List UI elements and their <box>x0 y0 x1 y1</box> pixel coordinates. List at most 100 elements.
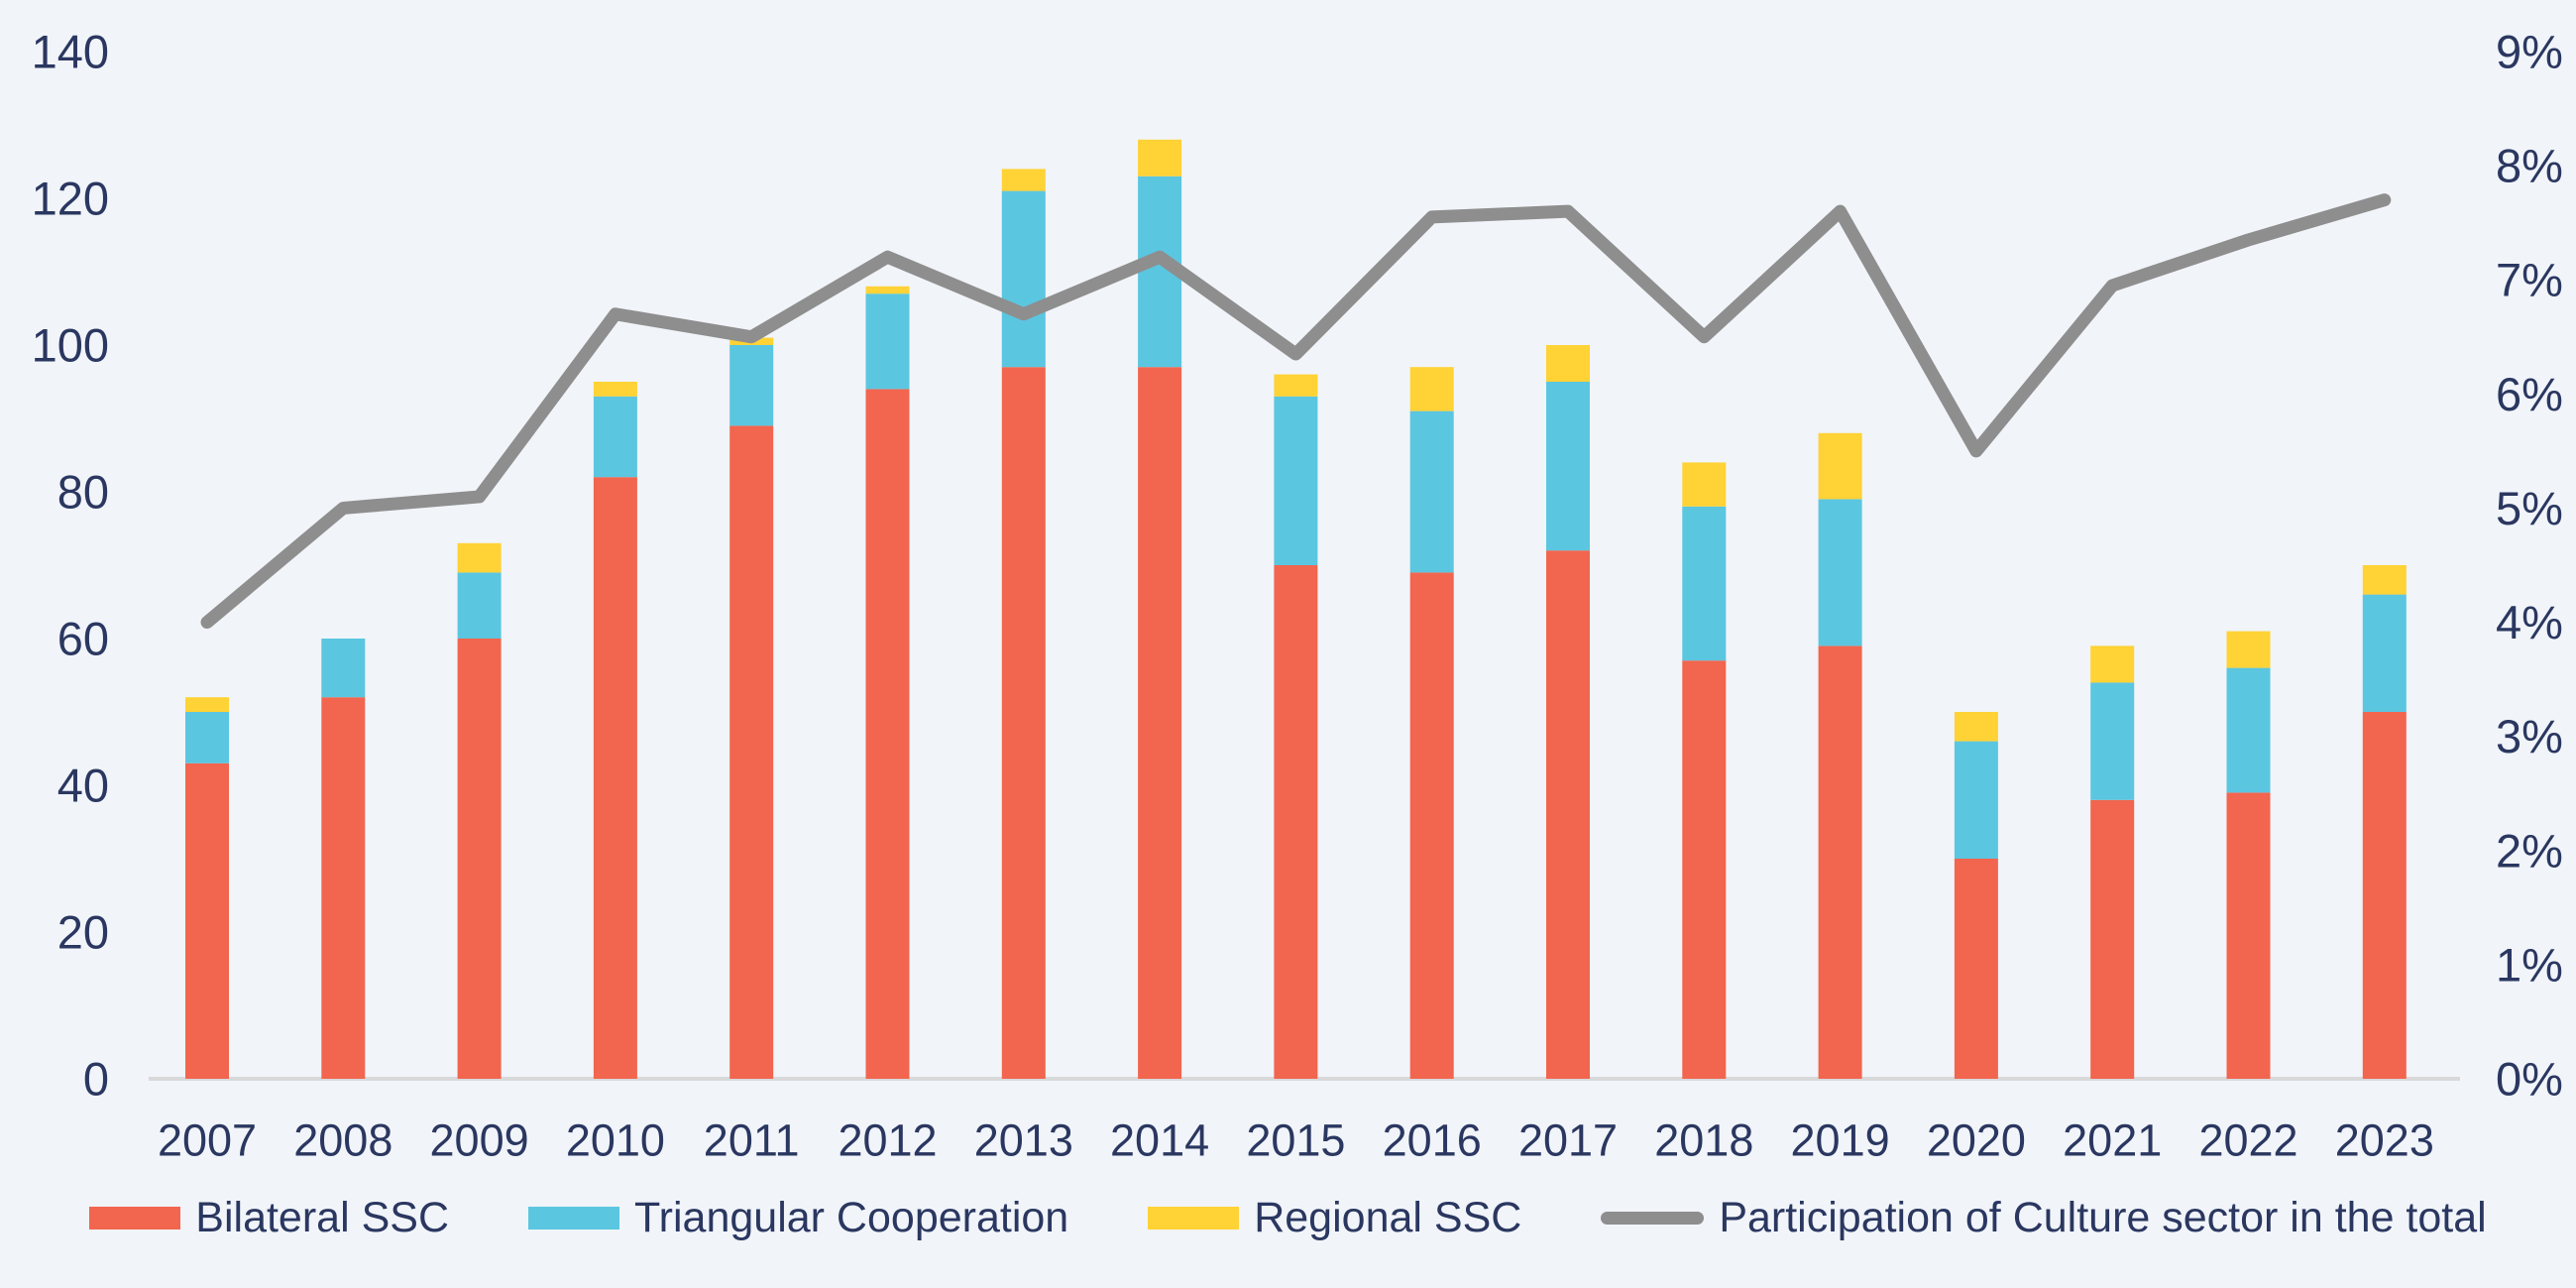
bar-segment-bilateral-ssc-2010[interactable] <box>593 477 637 1079</box>
bar-segment-bilateral-ssc-2008[interactable] <box>321 697 366 1079</box>
bar-segment-bilateral-ssc-2015[interactable] <box>1274 565 1318 1079</box>
bar-segment-bilateral-ssc-2019[interactable] <box>1818 645 1862 1079</box>
right-axis-tick-label: 9% <box>2496 26 2563 78</box>
right-axis-tick-label: 1% <box>2496 938 2563 991</box>
bilateral-ssc-swatch-icon <box>89 1207 181 1229</box>
bar-segment-bilateral-ssc-2023[interactable] <box>2362 712 2407 1079</box>
bar-segment-triangular-cooperation-2018[interactable] <box>1682 506 1727 661</box>
bar-segment-bilateral-ssc-2013[interactable] <box>1001 367 1046 1079</box>
bar-segment-bilateral-ssc-2018[interactable] <box>1682 660 1727 1079</box>
legend-item-bilateral-ssc[interactable]: Bilateral SSC <box>89 1194 449 1242</box>
right-axis-tick-label: 3% <box>2496 710 2563 762</box>
left-axis-tick-label: 100 <box>32 319 109 372</box>
axis-labels-layer: 0 20 40 60 80 100 120 140 0% 1% 2% 3% 4% 5% 6% 7% 8% 9% 20… <box>32 26 2563 1166</box>
x-axis-label-2021: 2021 <box>2063 1115 2162 1166</box>
right-axis-tick-label: 4% <box>2496 596 2563 648</box>
participation-trend-line <box>200 193 2392 630</box>
bar-segment-bilateral-ssc-2014[interactable] <box>1138 367 1182 1079</box>
bar-segment-triangular-cooperation-2010[interactable] <box>593 396 637 478</box>
bar-segment-triangular-cooperation-2015[interactable] <box>1274 396 1318 565</box>
bar-segment-triangular-cooperation-2011[interactable] <box>729 345 774 426</box>
bar-segment-bilateral-ssc-2021[interactable] <box>2090 799 2135 1079</box>
legend-label: Bilateral SSC <box>195 1194 449 1241</box>
bar-segment-regional-ssc-2007[interactable] <box>185 697 229 712</box>
x-axis-label-2015: 2015 <box>1246 1115 1345 1166</box>
bar-segment-regional-ssc-2021[interactable] <box>2090 645 2135 683</box>
right-axis-tick-label: 8% <box>2496 140 2563 192</box>
bar-segment-bilateral-ssc-2009[interactable] <box>457 639 502 1079</box>
legend-item-triangular-cooperation[interactable]: Triangular Cooperation <box>528 1194 1068 1242</box>
chart-legend: Bilateral SSC Triangular Cooperation Reg… <box>0 1194 2576 1242</box>
left-axis-tick-label: 0 <box>83 1053 109 1106</box>
left-axis-tick-label: 80 <box>57 466 109 519</box>
bar-segment-triangular-cooperation-2008[interactable] <box>321 639 366 698</box>
left-axis-tick-label: 20 <box>57 906 109 959</box>
participation-line-swatch-icon <box>1601 1212 1705 1225</box>
x-axis-label-2011: 2011 <box>704 1115 800 1166</box>
x-axis-label-2013: 2013 <box>974 1115 1073 1166</box>
bar-segment-bilateral-ssc-2011[interactable] <box>729 425 774 1079</box>
bar-segment-triangular-cooperation-2022[interactable] <box>2226 667 2271 793</box>
bar-segment-regional-ssc-2009[interactable] <box>457 542 502 573</box>
right-axis-tick-label: 7% <box>2496 254 2563 306</box>
right-axis-tick-label: 5% <box>2496 482 2563 534</box>
left-axis-tick-label: 40 <box>57 760 109 812</box>
right-axis-tick-label: 6% <box>2496 368 2563 420</box>
bar-segment-triangular-cooperation-2023[interactable] <box>2362 594 2407 712</box>
legend-label: Triangular Cooperation <box>634 1194 1069 1241</box>
bar-segment-triangular-cooperation-2007[interactable] <box>185 712 229 763</box>
right-axis-tick-label: 2% <box>2496 824 2563 877</box>
x-axis-label-2019: 2019 <box>1791 1115 1890 1166</box>
bar-segment-bilateral-ssc-2017[interactable] <box>1546 550 1590 1079</box>
bar-segment-triangular-cooperation-2017[interactable] <box>1546 382 1590 551</box>
bar-segment-triangular-cooperation-2009[interactable] <box>457 572 502 639</box>
bar-segment-regional-ssc-2016[interactable] <box>1409 367 1454 411</box>
x-axis-label-2018: 2018 <box>1654 1115 1753 1166</box>
bar-segment-regional-ssc-2017[interactable] <box>1546 345 1590 382</box>
x-axis-label-2010: 2010 <box>566 1115 665 1166</box>
x-axis-label-2022: 2022 <box>2198 1115 2297 1166</box>
bar-segment-bilateral-ssc-2016[interactable] <box>1409 572 1454 1079</box>
x-axis-label-2017: 2017 <box>1518 1115 1618 1166</box>
bar-segment-triangular-cooperation-2016[interactable] <box>1409 410 1454 573</box>
bar-segment-regional-ssc-2013[interactable] <box>1001 169 1046 191</box>
bar-segment-bilateral-ssc-2020[interactable] <box>1954 859 1998 1079</box>
legend-item-participation-line[interactable]: Participation of Culture sector in the t… <box>1601 1194 2487 1242</box>
trend-line-layer <box>200 193 2392 630</box>
bar-segment-triangular-cooperation-2019[interactable] <box>1818 499 1862 646</box>
x-axis-label-2020: 2020 <box>1927 1115 2026 1166</box>
x-axis-label-2012: 2012 <box>838 1115 937 1166</box>
legend-label: Participation of Culture sector in the t… <box>1719 1194 2487 1241</box>
x-axis-label-2008: 2008 <box>293 1115 392 1166</box>
bar-segment-regional-ssc-2020[interactable] <box>1954 712 1998 742</box>
bar-segment-regional-ssc-2012[interactable] <box>865 286 910 294</box>
bar-segment-bilateral-ssc-2012[interactable] <box>865 389 910 1079</box>
regional-ssc-swatch-icon <box>1148 1207 1240 1229</box>
x-axis-label-2016: 2016 <box>1383 1115 1482 1166</box>
triangular-cooperation-swatch-icon <box>528 1207 619 1229</box>
bar-segment-triangular-cooperation-2012[interactable] <box>865 293 910 390</box>
bar-segment-regional-ssc-2010[interactable] <box>593 382 637 397</box>
bar-segment-triangular-cooperation-2020[interactable] <box>1954 741 1998 859</box>
legend-label: Regional SSC <box>1254 1194 1522 1241</box>
left-axis-tick-label: 60 <box>57 613 109 665</box>
bar-segment-bilateral-ssc-2007[interactable] <box>185 762 229 1079</box>
bar-segment-regional-ssc-2015[interactable] <box>1274 374 1318 397</box>
right-axis-tick-label: 0% <box>2496 1053 2563 1106</box>
left-axis-tick-label: 120 <box>32 173 109 225</box>
bar-segment-regional-ssc-2014[interactable] <box>1138 139 1182 176</box>
bar-segment-triangular-cooperation-2013[interactable] <box>1001 190 1046 368</box>
bar-segment-regional-ssc-2023[interactable] <box>2362 565 2407 595</box>
legend-item-regional-ssc[interactable]: Regional SSC <box>1148 1194 1521 1242</box>
bar-segment-triangular-cooperation-2021[interactable] <box>2090 682 2135 800</box>
bar-segment-bilateral-ssc-2022[interactable] <box>2226 792 2271 1079</box>
stacked-bars-layer <box>185 139 2407 1079</box>
bar-segment-regional-ssc-2019[interactable] <box>1818 432 1862 500</box>
x-axis-label-2023: 2023 <box>2335 1115 2434 1166</box>
bar-segment-regional-ssc-2022[interactable] <box>2226 631 2271 668</box>
left-axis-tick-label: 140 <box>32 26 109 78</box>
bar-segment-regional-ssc-2018[interactable] <box>1682 462 1727 507</box>
x-axis-label-2009: 2009 <box>430 1115 529 1166</box>
